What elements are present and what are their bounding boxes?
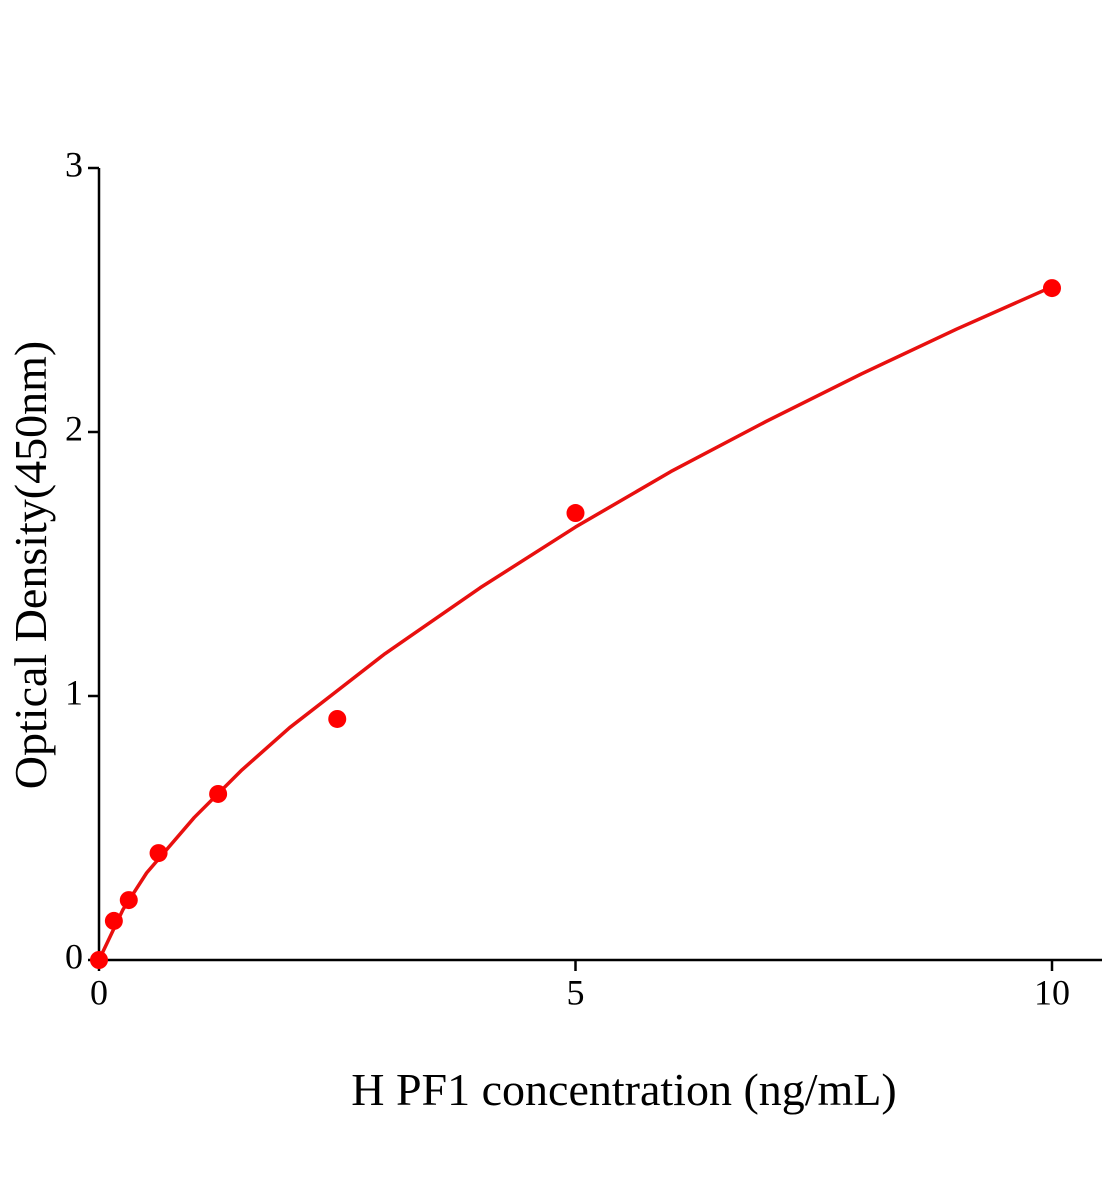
x-tick-label: 0	[90, 972, 108, 1012]
y-tick-label: 2	[65, 408, 83, 448]
y-tick-label: 3	[65, 144, 83, 184]
data-point	[119, 891, 138, 910]
data-point	[149, 844, 168, 863]
data-point	[566, 504, 585, 523]
x-axis-title: H PF1 concentration (ng/mL)	[351, 1064, 897, 1115]
data-point	[1043, 279, 1061, 298]
x-tick-label: 5	[567, 972, 585, 1012]
fit-curve	[97, 285, 1053, 961]
data-point	[209, 784, 228, 803]
y-tick-label: 1	[65, 672, 83, 712]
data-point	[90, 951, 108, 969]
x-tick-label: 10	[1034, 972, 1070, 1012]
data-point	[104, 911, 123, 930]
y-tick-label: 0	[65, 936, 83, 976]
y-axis-title: Optical Density(450nm)	[5, 341, 56, 789]
data-point	[328, 709, 347, 728]
